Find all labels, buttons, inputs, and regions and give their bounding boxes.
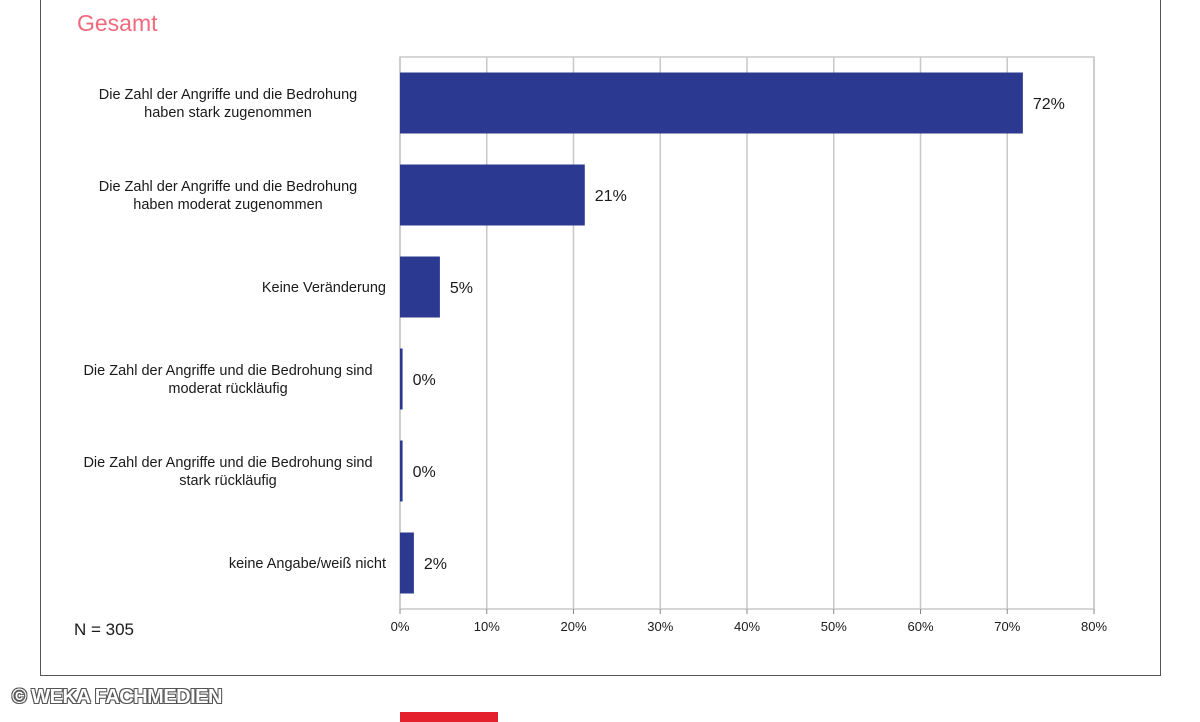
category-label: stark rückläufig [179, 473, 277, 489]
category-label: Die Zahl der Angriffe und die Bedrohung [99, 179, 358, 195]
x-tick-label: 60% [907, 619, 933, 634]
category-label: moderat rückläufig [168, 381, 287, 397]
category-label: Die Zahl der Angriffe und die Bedrohung [99, 87, 358, 103]
data-label: 0% [413, 464, 436, 481]
category-label: keine Angabe/weiß nicht [229, 556, 386, 572]
bar [400, 72, 1023, 134]
bar [400, 164, 585, 226]
data-label: 2% [424, 556, 447, 573]
x-tick-label: 30% [647, 619, 673, 634]
x-tick-label: 10% [474, 619, 500, 634]
category-label: Keine Veränderung [262, 280, 386, 296]
category-label: haben stark zugenommen [144, 105, 312, 121]
x-tick-label: 0% [391, 619, 410, 634]
data-label: 21% [595, 188, 627, 205]
x-tick-label: 80% [1081, 619, 1107, 634]
bar [400, 256, 440, 318]
category-label: Die Zahl der Angriffe und die Bedrohung … [83, 455, 372, 471]
category-label: haben moderat zugenommen [133, 197, 322, 213]
data-label: 5% [450, 280, 473, 297]
category-label: Die Zahl der Angriffe und die Bedrohung … [83, 363, 372, 379]
logo [400, 712, 498, 722]
bar [400, 348, 403, 410]
sample-size-label: N = 305 [74, 620, 135, 639]
data-label: 72% [1033, 96, 1065, 113]
x-tick-label: 50% [821, 619, 847, 634]
x-tick-label: 20% [560, 619, 586, 634]
bar [400, 532, 414, 594]
chart-subtitle: Gesamt [77, 10, 158, 36]
data-label: 0% [413, 372, 436, 389]
x-tick-label: 40% [734, 619, 760, 634]
copyright-notice: © WEKA FACHMEDIEN [12, 686, 222, 708]
bar [400, 440, 403, 502]
chart-frame [40, 0, 1161, 676]
x-tick-label: 70% [994, 619, 1020, 634]
